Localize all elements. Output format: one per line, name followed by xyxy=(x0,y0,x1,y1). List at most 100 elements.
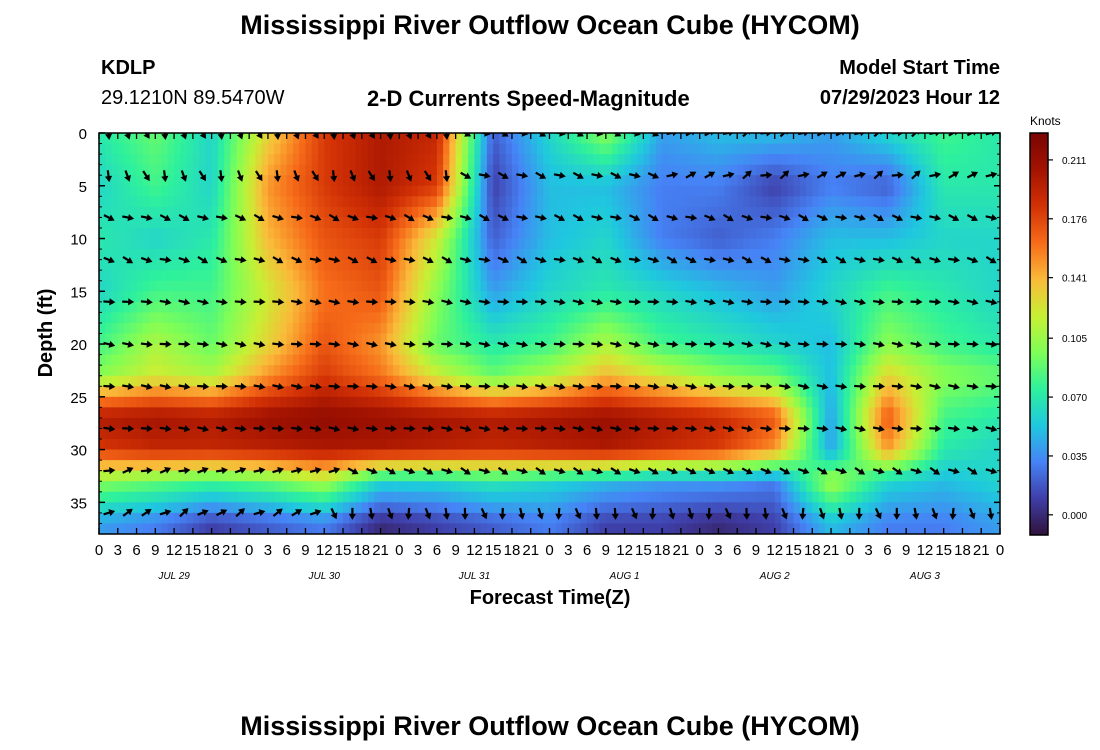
heat-cell xyxy=(518,470,526,482)
heat-cell xyxy=(874,291,882,303)
heat-cell xyxy=(205,175,213,187)
heat-cell xyxy=(680,259,688,271)
heat-cell xyxy=(806,333,813,345)
heat-cell xyxy=(680,407,688,419)
heat-cell xyxy=(436,143,444,155)
heat-cell xyxy=(242,344,250,356)
heat-cell xyxy=(224,185,231,197)
heat-cell xyxy=(343,259,350,271)
heat-cell xyxy=(843,206,851,219)
heat-cell xyxy=(486,238,494,250)
heat-cell xyxy=(699,375,707,387)
heat-cell xyxy=(374,460,382,472)
heat-cell xyxy=(280,164,288,176)
heat-cell xyxy=(249,396,257,408)
heat-cell xyxy=(530,491,538,503)
heat-cell xyxy=(380,312,388,324)
heat-cell xyxy=(180,301,188,313)
heat-cell xyxy=(155,417,163,430)
heat-cell xyxy=(962,481,970,493)
heat-cell xyxy=(543,249,551,261)
heat-cell xyxy=(580,154,588,166)
heat-cell xyxy=(242,249,250,261)
heat-cell xyxy=(831,280,838,292)
heat-cell xyxy=(136,481,144,493)
heat-cell xyxy=(330,386,338,398)
heat-cell xyxy=(549,386,557,398)
heat-cell xyxy=(580,428,588,440)
heat-cell xyxy=(868,185,876,197)
heat-cell xyxy=(355,439,363,451)
heat-cell xyxy=(524,344,532,356)
heat-cell xyxy=(668,312,676,324)
heat-cell xyxy=(161,143,169,155)
heat-cell xyxy=(142,417,150,430)
heat-cell xyxy=(774,333,782,345)
heat-cell xyxy=(424,449,432,461)
heat-cell xyxy=(311,291,319,303)
heat-cell xyxy=(461,333,469,345)
heat-cell xyxy=(242,322,250,335)
heat-cell xyxy=(436,322,444,335)
heat-cell xyxy=(893,270,901,282)
heat-cell xyxy=(274,396,282,408)
heat-cell xyxy=(518,460,526,472)
heat-cell xyxy=(286,185,294,197)
heat-cell xyxy=(292,185,300,197)
heat-cell xyxy=(843,249,851,261)
heat-cell xyxy=(368,206,375,219)
heat-cell xyxy=(380,291,388,303)
heat-cell xyxy=(474,301,482,313)
heat-cell xyxy=(974,133,982,145)
heat-cell xyxy=(499,396,507,408)
heat-cell xyxy=(192,312,200,324)
heat-cell xyxy=(630,470,638,482)
heat-cell xyxy=(161,449,169,461)
heat-cell xyxy=(530,154,538,166)
heat-cell xyxy=(305,460,313,472)
heat-cell xyxy=(924,206,932,219)
heat-cell xyxy=(443,365,450,377)
heat-cell xyxy=(668,365,676,377)
heat-cell xyxy=(856,133,863,145)
heat-cell xyxy=(343,175,350,187)
heat-cell xyxy=(562,154,569,166)
heat-cell xyxy=(781,217,788,229)
heat-cell xyxy=(336,291,344,303)
heat-cell xyxy=(605,470,613,482)
heat-cell xyxy=(755,249,763,261)
heat-cell xyxy=(280,396,288,408)
heat-cell xyxy=(124,280,131,292)
heat-cell xyxy=(862,439,870,451)
heat-cell xyxy=(361,428,369,440)
heat-cell xyxy=(530,322,538,335)
heat-cell xyxy=(868,143,876,155)
heat-cell xyxy=(662,259,669,271)
heat-cell xyxy=(230,470,238,482)
heat-cell xyxy=(280,175,288,187)
heat-cell xyxy=(530,428,538,440)
heat-cell xyxy=(599,322,607,335)
heat-cell xyxy=(299,196,307,208)
heat-cell xyxy=(968,291,976,303)
heat-cell xyxy=(186,185,194,197)
heat-cell xyxy=(393,312,400,324)
heat-cell xyxy=(474,333,482,345)
heat-cell xyxy=(705,354,713,366)
heat-cell xyxy=(424,259,432,271)
heat-cell xyxy=(468,491,476,503)
heat-cell xyxy=(305,175,313,187)
heat-cell xyxy=(424,291,432,303)
heat-cell xyxy=(630,301,638,313)
heat-cell xyxy=(255,249,263,261)
heat-cell xyxy=(924,154,932,166)
heat-cell xyxy=(374,227,382,240)
heat-cell xyxy=(624,439,632,451)
heat-cell xyxy=(267,291,275,303)
heat-cell xyxy=(881,270,888,282)
heat-cell xyxy=(637,291,644,303)
heat-cell xyxy=(687,375,695,387)
heat-cell xyxy=(518,333,526,345)
heat-cell xyxy=(674,407,682,419)
heat-cell xyxy=(643,249,651,261)
